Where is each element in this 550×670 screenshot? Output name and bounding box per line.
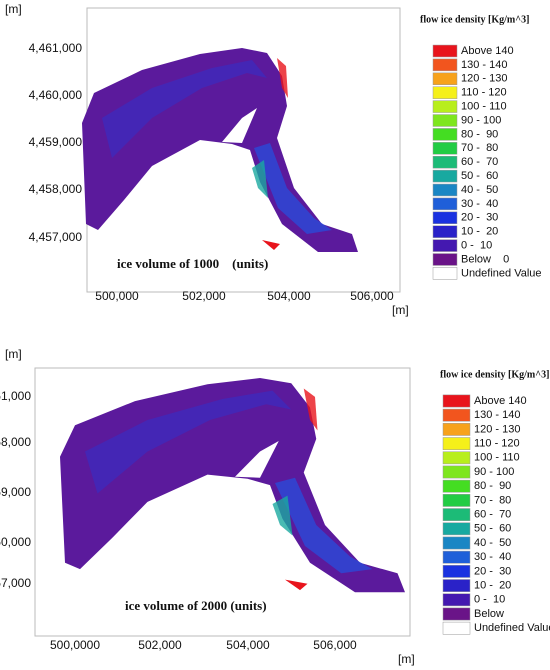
legend-label: 70 - 80 <box>474 494 511 506</box>
legend-swatch <box>432 72 458 85</box>
legend-swatch <box>432 197 458 211</box>
legend-label: 90 - 100 <box>461 114 501 126</box>
legend-label: 0 - 10 <box>474 594 505 606</box>
y-tick-label: 4,461,000 <box>0 389 31 403</box>
panel: [m] [m] 4,461,000 4,458,000 4,459,000 4,460,0… <box>0 347 550 666</box>
legend-title: flow ice density [Kg/m^3] <box>440 369 549 380</box>
y-tick-label: 4,461,000 <box>29 41 83 55</box>
legend-swatch <box>432 128 458 141</box>
panel: [m] [m] 4,461,000 4,460,000 4,459,000 4,458,0… <box>5 2 542 317</box>
legend-swatch <box>442 479 471 493</box>
legend-label: Below 0 <box>461 253 509 265</box>
legend-swatch <box>432 100 458 113</box>
x-tick-label: 502,000 <box>138 638 182 652</box>
legend-label: 100 - 110 <box>474 452 520 464</box>
x-tick-label: 500,000 <box>95 289 139 303</box>
y-tick-label: 4,458,000 <box>29 182 83 196</box>
legend-swatch <box>442 579 471 592</box>
legend-label: 20 - 30 <box>461 212 498 224</box>
legend-swatch <box>442 621 471 635</box>
legend-swatch <box>442 465 471 479</box>
legend-label: 110 - 120 <box>474 438 520 450</box>
y-tick-label: 4,457,000 <box>0 576 31 590</box>
annotation: ice volume of 1000 (units) <box>117 256 268 271</box>
y-tick-label: 4,457,000 <box>29 230 83 244</box>
x-tick-label: 506,000 <box>313 638 357 652</box>
legend-label: Above 140 <box>474 395 527 407</box>
legend-label: Undefined Value <box>474 622 550 634</box>
legend-swatch <box>442 394 471 408</box>
legend-swatch <box>442 607 471 621</box>
legend-label: 80 - 90 <box>461 128 498 140</box>
legend-label: 130 - 140 <box>461 59 507 71</box>
legend-label: 40 - 50 <box>474 537 511 549</box>
legend-label: 20 - 30 <box>474 565 511 577</box>
legend-swatch <box>442 550 471 564</box>
y-unit: [m] <box>5 347 22 361</box>
legend-label: 30 - 40 <box>474 551 511 563</box>
legend-label: 50 - 60 <box>474 523 511 535</box>
legend-label: 70 - 80 <box>461 142 498 154</box>
legend-swatch <box>432 211 458 225</box>
legend-label: 130 - 140 <box>474 409 520 421</box>
x-tick-label: 504,000 <box>226 638 270 652</box>
y-tick-label: 4,459,000 <box>29 135 83 149</box>
legend-label: 90 - 100 <box>474 466 514 478</box>
x-unit: [m] <box>392 303 409 317</box>
y-tick-label: 4,458,000 <box>0 435 31 449</box>
legend-label: 10 - 20 <box>474 580 511 592</box>
legend-swatch <box>432 169 458 183</box>
legend-swatch <box>442 423 471 436</box>
legend-swatch <box>432 58 458 72</box>
legend-swatch <box>432 183 458 197</box>
x-tick-label: 506,000 <box>350 289 394 303</box>
legend-swatch <box>432 156 458 169</box>
annotation: ice volume of 2000 (units) <box>125 598 267 613</box>
legend-swatch <box>432 114 458 127</box>
legend-swatch <box>442 522 471 536</box>
legend-swatch <box>432 267 458 280</box>
y-tick-label: 4,459,000 <box>0 485 31 499</box>
x-tick-label: 504,000 <box>267 289 311 303</box>
x-tick-label: 500,0000 <box>50 638 100 652</box>
legend-label: 60 - 70 <box>461 156 498 168</box>
legend-swatch <box>442 508 471 521</box>
x-tick-label: 502,000 <box>182 289 226 303</box>
legend-swatch <box>442 408 471 422</box>
legend-label: 120 - 130 <box>461 73 507 85</box>
legend-swatch <box>432 253 458 266</box>
legend-swatch <box>442 494 471 507</box>
legend-label: 10 - 20 <box>461 226 498 238</box>
legend-label: 110 - 120 <box>461 87 507 99</box>
legend-swatch <box>442 451 471 465</box>
legend-label: Undefined Value <box>461 267 542 279</box>
legend-swatch <box>432 44 458 58</box>
legend-label: 30 - 40 <box>461 198 498 210</box>
legend-swatch <box>442 593 471 607</box>
y-tick-label: 4,460,000 <box>29 88 83 102</box>
x-unit: [m] <box>398 652 415 666</box>
legend-swatch <box>432 225 458 238</box>
legend-label: Above 140 <box>461 45 514 57</box>
legend-title: flow ice density [Kg/m^3] <box>420 14 529 25</box>
legend-label: 50 - 60 <box>461 170 498 182</box>
legend-swatch <box>442 437 471 450</box>
legend-label: 80 - 90 <box>474 480 511 492</box>
legend-label: Below <box>474 608 504 620</box>
legend-label: 40 - 50 <box>461 184 498 196</box>
y-unit: [m] <box>5 2 22 16</box>
legend-swatch <box>432 142 458 155</box>
y-tick-label: 4,460,000 <box>0 535 31 549</box>
legend-swatch <box>442 536 471 550</box>
legend-label: 100 - 110 <box>461 101 507 113</box>
legend-label: 120 - 130 <box>474 423 520 435</box>
legend-swatch <box>432 86 458 99</box>
legend-label: 60 - 70 <box>474 509 511 521</box>
legend-label: 0 - 10 <box>461 240 492 252</box>
legend-swatch <box>432 239 458 252</box>
legend-swatch <box>442 565 471 578</box>
